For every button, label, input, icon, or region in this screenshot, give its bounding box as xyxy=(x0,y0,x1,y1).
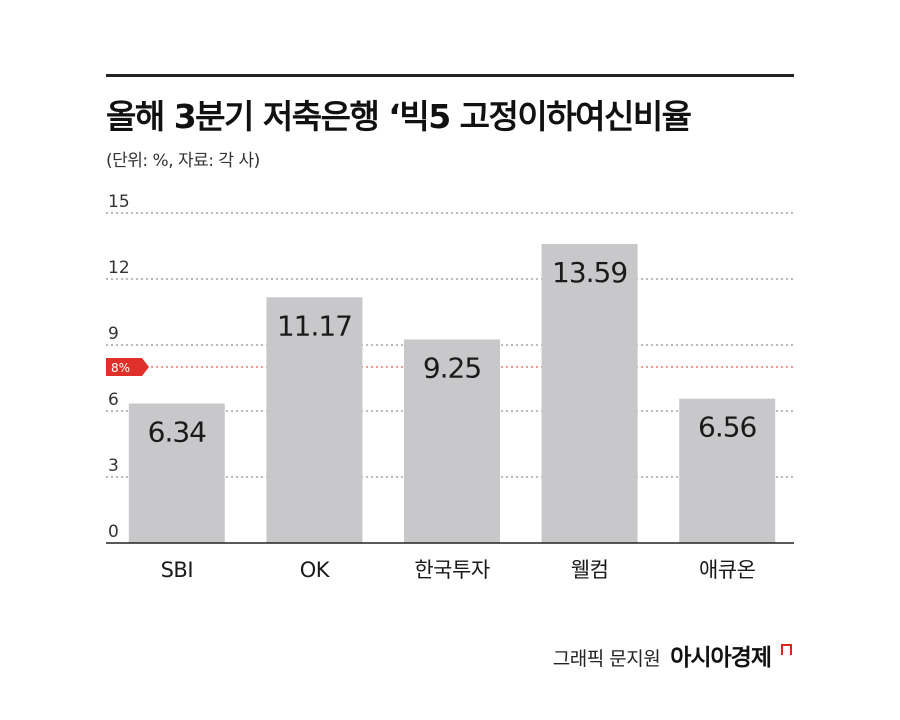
footer: 그래픽 문지원 아시아경제 xyxy=(553,638,792,672)
bar-value-label: 6.34 xyxy=(148,416,207,449)
x-tick-label: OK xyxy=(300,558,331,582)
bar-value-label: 13.59 xyxy=(552,256,627,289)
y-tick-label: 6 xyxy=(108,390,119,410)
bar xyxy=(128,403,225,543)
bar-value-label: 6.56 xyxy=(698,411,757,444)
bar xyxy=(404,339,500,543)
reference-tag xyxy=(106,358,149,376)
brand-mark-icon xyxy=(781,644,792,655)
reference-label: 8% xyxy=(111,361,130,375)
y-tick-label: 0 xyxy=(108,522,119,542)
x-tick-label: SBI xyxy=(161,558,193,582)
y-tick-label: 15 xyxy=(108,192,130,212)
bar xyxy=(266,297,363,543)
bar-value-label: 9.25 xyxy=(423,352,481,385)
x-tick-label: 한국투자 xyxy=(414,558,489,582)
brand-logo: 아시아경제 xyxy=(670,645,772,671)
bar-value-label: 11.17 xyxy=(277,309,352,342)
y-tick-label: 9 xyxy=(108,324,119,344)
chart-title: 올해 3분기 저축은행 ‘빅5 고정이하여신비율 xyxy=(106,97,692,136)
top-rule xyxy=(106,74,794,77)
bar xyxy=(541,244,638,543)
chart-subtitle: (단위: %, 자료: 각 사) xyxy=(106,151,260,171)
x-tick-label: 웰컴 xyxy=(571,558,609,582)
y-tick-label: 3 xyxy=(108,456,119,476)
y-tick-label: 12 xyxy=(108,258,130,278)
bar xyxy=(679,398,776,543)
graphic-credit: 그래픽 문지원 xyxy=(552,648,661,670)
x-tick-label: 애큐온 xyxy=(699,558,756,582)
